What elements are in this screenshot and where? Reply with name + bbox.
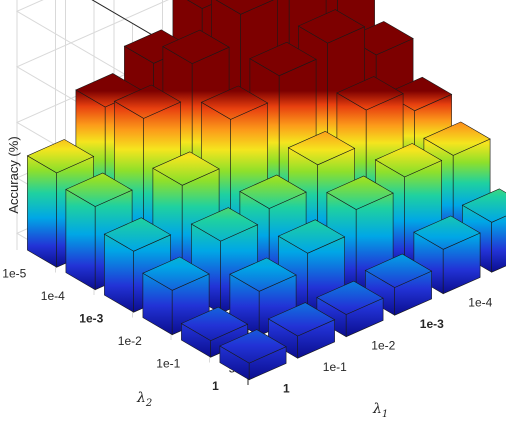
bar-top-face — [180, 306, 249, 341]
y-tick-label: 1 — [212, 379, 219, 393]
y-tick-label: 1e-5 — [2, 266, 26, 280]
y-tick-label: 1e-4 — [41, 289, 65, 303]
x-tick-label: 1e-1 — [323, 360, 347, 374]
bar-top-face — [249, 41, 317, 77]
bar-top-face — [461, 188, 506, 223]
bar-side-face — [27, 155, 58, 268]
y-tick-label: 1e-1 — [156, 356, 180, 370]
bar-front-face — [491, 215, 506, 273]
bar-top-face — [326, 175, 394, 210]
bar — [219, 329, 287, 381]
bar-top-face — [277, 219, 346, 254]
bar — [364, 253, 433, 316]
x-tick-label: 1 — [283, 381, 290, 395]
y-tick-label: 1e-2 — [118, 334, 142, 348]
bar-top-face — [190, 207, 259, 242]
bar-top-face — [26, 139, 95, 174]
bar-top-face — [142, 256, 210, 291]
x-tick-label: 1e-4 — [468, 295, 492, 309]
bar-group — [26, 0, 506, 381]
bar-top-face — [413, 215, 481, 250]
bar-top-face — [423, 121, 491, 156]
bar-top-face — [113, 84, 182, 119]
bar-top-face — [267, 302, 336, 337]
bar-top-face — [239, 174, 307, 209]
y-tick-label: 1e-3 — [79, 311, 103, 325]
bar-top-face — [374, 143, 443, 178]
y-axis-label: λ2 — [136, 390, 152, 409]
bar — [267, 302, 336, 359]
bar-top-face — [316, 280, 384, 315]
bar-top-face — [229, 257, 297, 292]
axis-labels: 11e-11e-21e-31e-41e-511e-11e-21e-31e-41e… — [2, 266, 492, 395]
x-tick-label: 1e-2 — [371, 338, 395, 352]
bar-top-face — [162, 29, 230, 64]
bar-top-face — [364, 253, 433, 288]
bar-top-face — [215, 0, 274, 15]
bar-top-face — [152, 151, 220, 186]
bar-top-face — [219, 329, 287, 364]
z-axis-label: Accuracy (%) — [6, 136, 21, 213]
bar-top-face — [287, 130, 356, 166]
x-tick-label: 1e-3 — [420, 317, 444, 331]
x-axis-label: λ1 — [372, 401, 388, 420]
bar — [413, 215, 481, 295]
bar-top-face — [200, 85, 269, 120]
bar-top-face — [103, 217, 172, 252]
bar-side-face — [65, 188, 96, 291]
bar-top-face — [297, 9, 366, 44]
bar-top-face — [336, 76, 404, 111]
bar-top-face — [65, 172, 133, 207]
